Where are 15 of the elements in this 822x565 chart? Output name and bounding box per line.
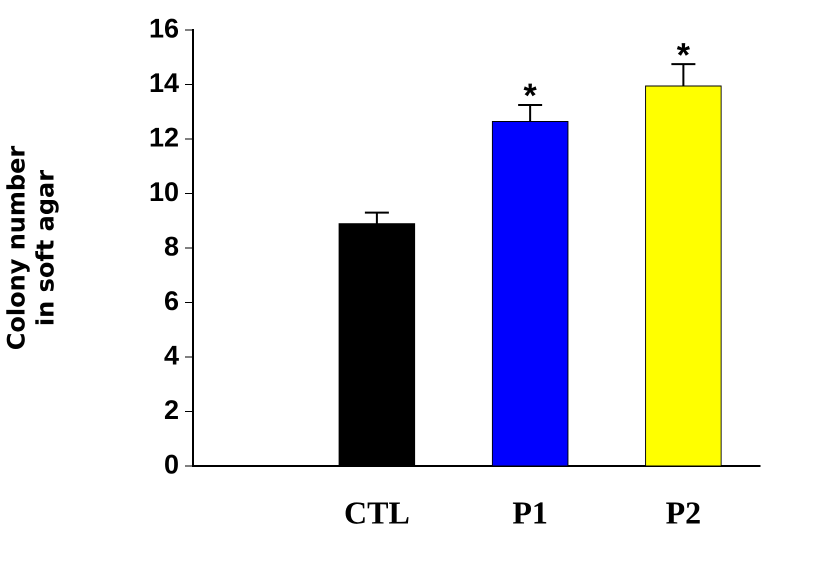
y-tick-label: 6 — [164, 286, 179, 316]
annotation: * — [676, 36, 691, 74]
y-tick-label: 14 — [148, 68, 179, 98]
y-tick-label: 2 — [164, 394, 179, 425]
x-tick-label: P1 — [512, 494, 548, 530]
y-tick-label: 8 — [164, 231, 179, 262]
x-tick-label: CTL — [344, 494, 410, 530]
y-tick-label: 4 — [164, 340, 179, 370]
y-tick-label: 10 — [148, 176, 179, 207]
y-tick-label: 0 — [164, 449, 179, 480]
annotation: * — [524, 77, 538, 116]
y-axis-title: Colony number in soft agar — [2, 146, 60, 350]
y-tick-label: 16 — [148, 13, 179, 44]
x-tick-label: P2 — [666, 494, 702, 530]
y-tick-label: 12 — [148, 122, 179, 152]
